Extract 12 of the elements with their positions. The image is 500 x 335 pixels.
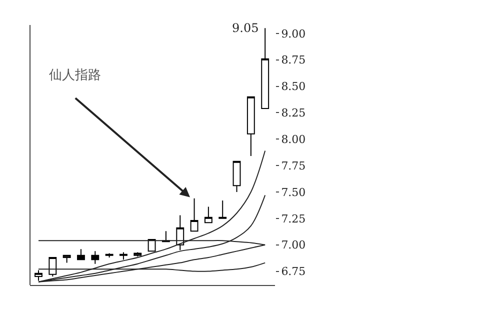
y-tick-label: 9.00 [281,27,306,40]
y-tick-label: 8.50 [281,80,306,94]
y-tick-label: 8.75 [281,54,306,67]
y-tick-label: 8.00 [281,133,306,146]
y-tick-label: 7.50 [281,186,306,199]
annotation: 仙人指路 [49,68,101,83]
y-tick-label: 7.75 [281,159,306,172]
y-tick-label: 7.25 [281,212,306,226]
annotation: 9.05 [232,21,259,35]
y-tick-label: 8.25 [281,106,306,120]
y-tick-label: 7.00 [281,238,306,252]
y-tick-label: 6.75 [281,265,306,278]
